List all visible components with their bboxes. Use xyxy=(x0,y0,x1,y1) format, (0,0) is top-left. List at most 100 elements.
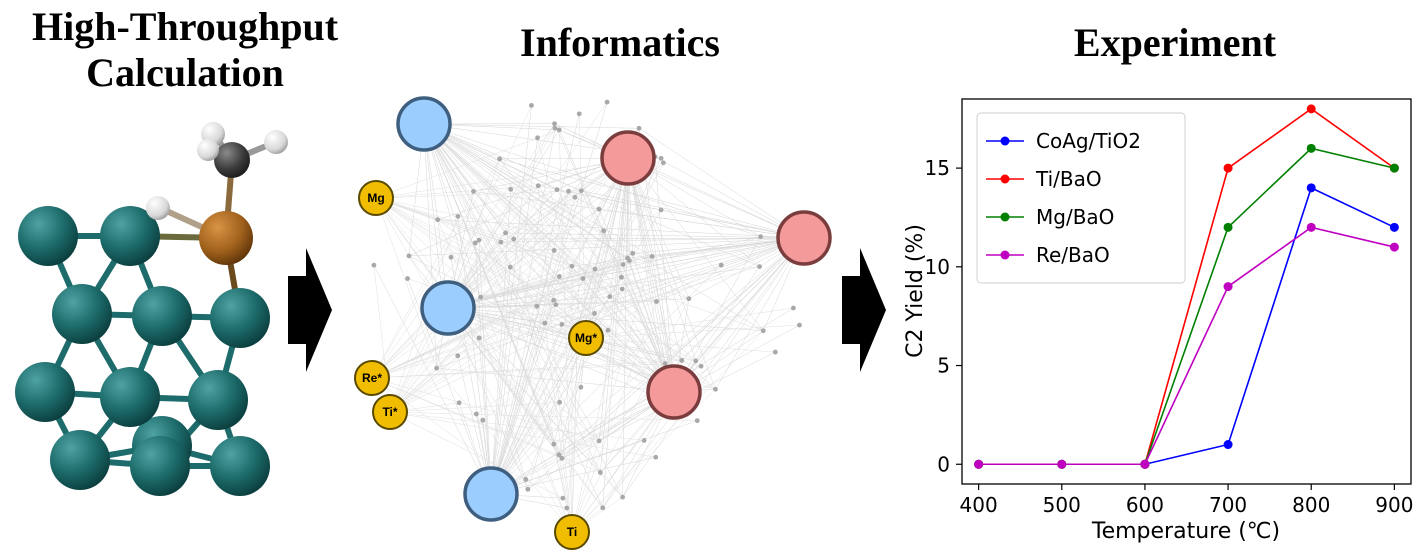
network-edge xyxy=(681,237,805,361)
calculation-title-line1: High-Throughput xyxy=(31,4,339,49)
network-edge xyxy=(544,237,805,324)
network-small-node xyxy=(620,262,626,267)
x-tick-label: 700 xyxy=(1209,493,1247,517)
network-edge xyxy=(389,402,560,413)
network-edge xyxy=(423,123,640,129)
data-point xyxy=(1389,242,1399,252)
network-edge xyxy=(389,313,595,413)
network-small-node xyxy=(497,156,503,162)
adsorbate-atom xyxy=(199,211,253,265)
network-small-node xyxy=(572,194,578,200)
network-edge xyxy=(544,323,573,533)
network-small-node xyxy=(604,99,610,105)
network-small-node xyxy=(649,253,655,259)
c2-yield-chart: 400 500 600 700 800 900 0 5 10 15 Temperature (℃)… xyxy=(903,98,1413,544)
network-graph: Mg Mg* Re* Ti* Ti xyxy=(354,96,832,550)
network-small-node xyxy=(641,437,647,443)
network-edge xyxy=(566,337,587,509)
network-small-node xyxy=(772,349,778,355)
network-edge xyxy=(598,237,805,442)
network-small-node xyxy=(405,276,410,281)
data-point xyxy=(974,459,984,469)
y-tick-label: 5 xyxy=(937,354,950,378)
network-edge xyxy=(627,157,764,331)
network-edge xyxy=(389,162,664,413)
network-edge xyxy=(423,123,633,254)
chart-legend: CoAg/TiO2 Ti/BaO Mg/BaO Re/BaO xyxy=(976,112,1186,284)
element-node xyxy=(354,360,390,396)
network-edge xyxy=(585,307,794,339)
network-edge xyxy=(482,337,587,421)
network-edge xyxy=(480,297,573,533)
network-edge xyxy=(375,197,716,390)
surface-atom xyxy=(52,284,112,344)
network-edge xyxy=(375,197,678,386)
x-tick-label: 600 xyxy=(1126,493,1164,517)
network-edge xyxy=(490,324,800,495)
surface-atom xyxy=(130,436,190,496)
network-small-node xyxy=(630,250,636,256)
surface-atom xyxy=(100,367,160,427)
network-edge xyxy=(444,237,805,314)
network-small-node xyxy=(760,328,766,334)
network-edge xyxy=(602,237,805,508)
network-edge xyxy=(371,360,682,379)
network-small-node xyxy=(523,477,529,482)
network-small-node xyxy=(566,188,571,194)
network-edge xyxy=(581,190,805,239)
network-small-node xyxy=(542,320,548,326)
network-small-node xyxy=(552,121,557,127)
network-small-node xyxy=(511,236,517,242)
network-edge xyxy=(375,129,560,199)
network-edge xyxy=(371,123,555,379)
network-small-node xyxy=(625,255,631,261)
y-axis-label: C2 Yield (%) xyxy=(903,224,928,358)
network-small-node xyxy=(507,264,513,270)
surface-atom xyxy=(210,436,270,496)
network-small-node xyxy=(679,358,685,363)
network-small-node xyxy=(478,294,484,300)
network-edge xyxy=(598,157,629,441)
network-small-node xyxy=(654,299,659,304)
network-edge xyxy=(629,237,805,261)
network-small-node xyxy=(686,296,692,302)
network-edge xyxy=(389,197,576,413)
network-edge xyxy=(537,137,587,339)
network-edge xyxy=(571,330,764,533)
network-edge xyxy=(490,351,776,495)
network-edge xyxy=(375,197,603,508)
network-edge xyxy=(375,197,437,369)
network-edge xyxy=(447,307,560,455)
network-small-node xyxy=(758,234,764,240)
network-small-node xyxy=(560,495,566,501)
network-edge xyxy=(559,129,805,239)
data-point xyxy=(1223,163,1233,173)
network-edge xyxy=(423,123,610,297)
network-edge xyxy=(389,411,645,441)
hydrogen-atom xyxy=(197,139,219,161)
network-edge xyxy=(609,237,805,297)
legend-box xyxy=(976,112,1186,284)
network-small-node xyxy=(476,237,482,243)
network-small-node xyxy=(653,454,659,460)
legend-marker xyxy=(1000,250,1010,260)
blue-cluster-node xyxy=(396,96,452,152)
network-small-node xyxy=(498,239,504,245)
network-small-node xyxy=(596,438,602,444)
network-edge xyxy=(389,190,569,413)
surface-atom xyxy=(132,286,192,346)
network-small-node xyxy=(371,262,377,268)
network-small-node xyxy=(559,455,565,461)
network-edge xyxy=(373,265,391,413)
network-edge xyxy=(389,277,622,413)
network-edge xyxy=(389,411,563,499)
network-edge xyxy=(389,209,662,413)
network-edge xyxy=(585,324,800,339)
network-edge xyxy=(480,157,629,298)
network-small-node xyxy=(529,103,534,108)
network-edge xyxy=(423,123,600,442)
arrow-right-icon xyxy=(288,248,332,372)
data-point xyxy=(1057,459,1067,469)
network-edge xyxy=(673,236,761,393)
